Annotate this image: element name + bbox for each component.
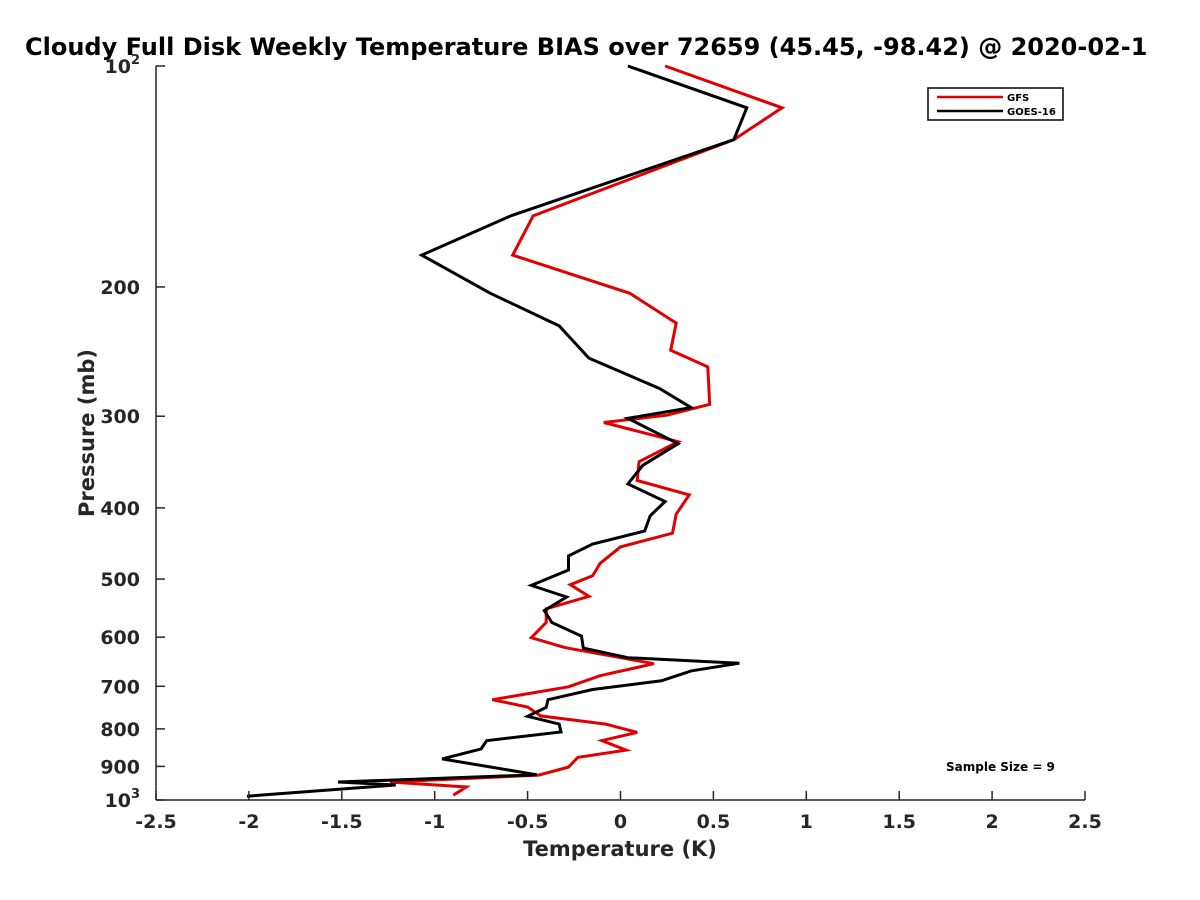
legend-label-gfs: GFS <box>1007 93 1029 104</box>
series-layer <box>246 64 786 798</box>
y-tick-label: 900 <box>100 756 140 778</box>
x-ticks: -2.5 -2 -1.5 -1 -0.5 0 0.5 1 1.5 2 2.5 <box>135 791 1102 833</box>
y-tick-label: 800 <box>100 719 140 741</box>
series-line-gfs <box>390 64 786 797</box>
x-tick-label: -2.5 <box>135 811 177 833</box>
y-tick-label: 200 <box>100 277 140 299</box>
x-tick-label: -1 <box>424 811 445 833</box>
x-tick-label: -2 <box>238 811 259 833</box>
x-axis-label: Temperature (K) <box>523 837 717 861</box>
legend: GFS GOES-16 <box>927 87 1064 121</box>
y-axis-label: Pressure (mb) <box>75 349 99 517</box>
y-tick-label: 300 <box>100 406 140 428</box>
y-tick-label: 103 <box>105 787 141 812</box>
x-tick-label: -1.5 <box>321 811 363 833</box>
legend-box <box>927 87 1064 121</box>
y-tick-label: 400 <box>100 498 140 520</box>
y-tick-label: 102 <box>105 53 141 78</box>
y-tick-label: 500 <box>100 569 140 591</box>
sample-size-annotation: Sample Size = 9 <box>946 760 1055 774</box>
x-tick-label: 0.5 <box>697 811 731 833</box>
x-tick-label: 1.5 <box>882 811 916 833</box>
chart-title: Cloudy Full Disk Weekly Temperature BIAS… <box>25 33 1147 61</box>
plot-area <box>156 66 1085 800</box>
series-line-goes16 <box>246 64 749 798</box>
y-ticks: 102 200 300 400 500 600 700 800 900 103 <box>100 53 165 812</box>
x-tick-label: 1 <box>800 811 813 833</box>
y-tick-label: 600 <box>100 627 140 649</box>
x-tick-label: 0 <box>614 811 627 833</box>
x-tick-label: 2.5 <box>1068 811 1102 833</box>
x-tick-label: 2 <box>985 811 998 833</box>
y-tick-label: 700 <box>100 676 140 698</box>
legend-label-goes16: GOES-16 <box>1007 107 1056 118</box>
x-tick-label: -0.5 <box>507 811 549 833</box>
